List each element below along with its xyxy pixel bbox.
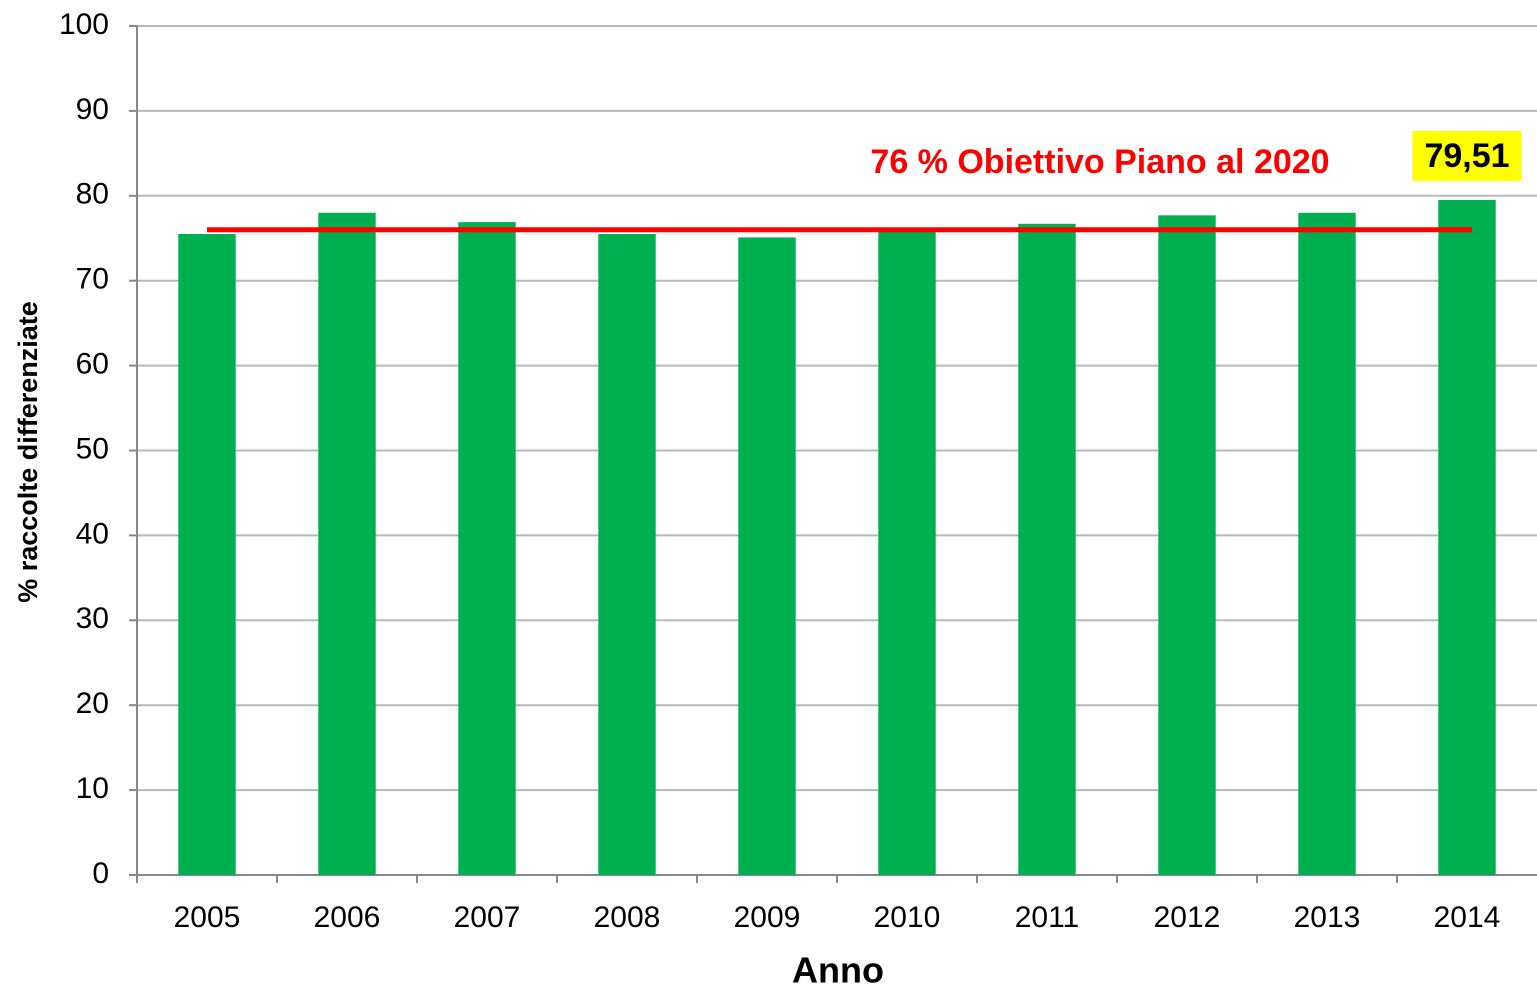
bar bbox=[318, 212, 376, 875]
y-tick-label: 20 bbox=[76, 687, 109, 720]
y-tick-label: 100 bbox=[59, 8, 109, 41]
value-label: 79,51 bbox=[1424, 137, 1509, 175]
x-tick-label: 2012 bbox=[1154, 901, 1221, 934]
bar bbox=[1298, 212, 1356, 875]
x-tick-label: 2011 bbox=[1015, 901, 1080, 934]
bar bbox=[458, 222, 516, 875]
y-tick-label: 80 bbox=[76, 178, 109, 211]
bar bbox=[1018, 223, 1076, 875]
y-tick-label: 0 bbox=[92, 857, 109, 890]
y-axis-title: % raccolte differenziate bbox=[13, 301, 43, 603]
y-tick-label: 40 bbox=[76, 517, 109, 550]
x-tick-label: 2010 bbox=[874, 901, 941, 934]
y-tick-label: 30 bbox=[76, 602, 109, 635]
y-tick-label: 60 bbox=[76, 348, 109, 381]
y-tick-label: 10 bbox=[76, 772, 109, 805]
value-label-bg bbox=[1412, 130, 1522, 181]
reference-label: 76 % Obiettivo Piano al 2020 bbox=[870, 143, 1329, 181]
x-axis-title: Anno bbox=[792, 950, 884, 991]
bar bbox=[878, 228, 936, 875]
bar bbox=[178, 234, 236, 875]
y-tick-label: 50 bbox=[76, 432, 109, 465]
bar bbox=[1158, 215, 1216, 875]
y-tick-label: 70 bbox=[76, 263, 109, 296]
bar bbox=[1438, 199, 1496, 876]
y-tick-label: 90 bbox=[76, 93, 109, 126]
x-tick-label: 2005 bbox=[174, 901, 241, 934]
x-tick-label: 2013 bbox=[1294, 901, 1361, 934]
x-tick-label: 2006 bbox=[314, 901, 381, 934]
bar bbox=[598, 234, 656, 875]
x-tick-label: 2014 bbox=[1434, 901, 1501, 934]
x-tick-label: 2008 bbox=[594, 901, 661, 934]
x-tick-label: 2007 bbox=[454, 901, 521, 934]
bar bbox=[738, 237, 796, 875]
x-tick-label: 2009 bbox=[734, 901, 801, 934]
